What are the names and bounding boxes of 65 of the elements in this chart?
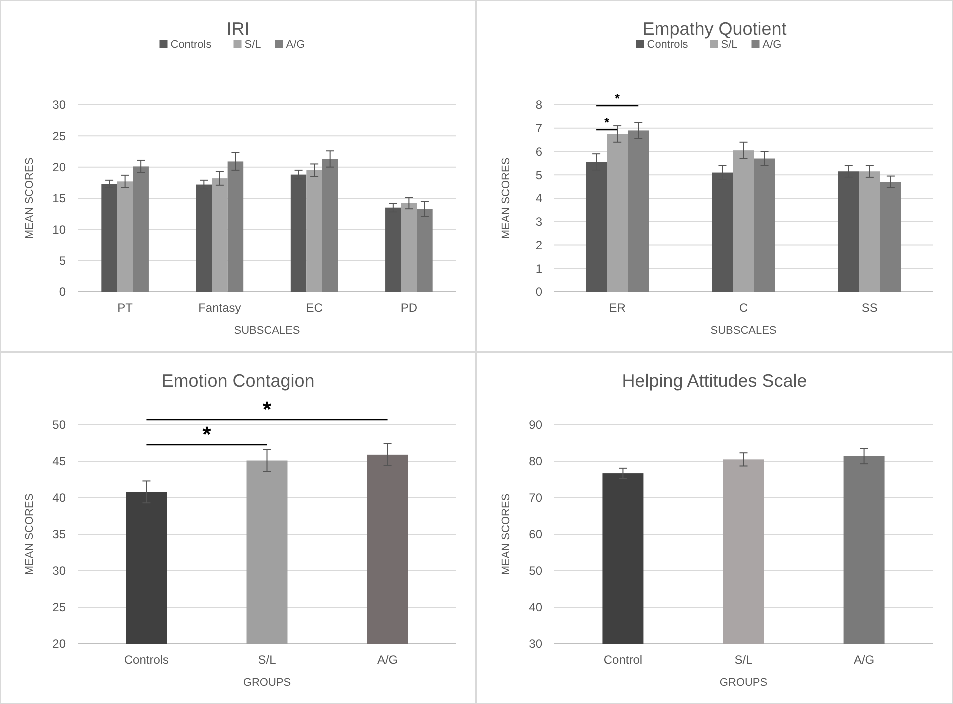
y-tick-label: 25: [52, 600, 66, 615]
x-axis-title: GROUPS: [243, 677, 292, 689]
y-tick-label: 60: [529, 528, 543, 542]
y-axis-title: MEAN SCORES: [24, 158, 36, 240]
y-tick-label: 20: [52, 637, 66, 652]
chart-title: IRI: [226, 19, 250, 39]
x-tick-label: Control: [604, 653, 643, 667]
x-tick-label: ER: [609, 301, 626, 315]
annotation: *: [202, 422, 212, 447]
y-axis-title: MEAN SCORES: [500, 494, 512, 576]
y-tick-label: 4: [536, 192, 543, 206]
chart-title: Helping Attitudes Scale: [622, 371, 808, 391]
annotation: *: [604, 115, 611, 130]
legend-label: A/G: [286, 39, 306, 51]
y-tick-label: 40: [529, 600, 543, 615]
y-tick-label: 2: [536, 238, 543, 252]
x-tick-label: SS: [862, 301, 878, 315]
chart-title: Empathy Quotient: [642, 19, 787, 39]
y-tick-label: 30: [52, 564, 66, 578]
x-tick-label: A/G: [854, 653, 875, 667]
y-axis-title: MEAN SCORES: [500, 158, 512, 240]
y-tick-label: 80: [529, 454, 543, 469]
y-tick-label: 35: [52, 528, 66, 542]
legend-label: S/L: [244, 39, 262, 51]
y-tick-label: 30: [52, 98, 66, 112]
y-tick-label: 7: [536, 122, 543, 136]
chart-title: Emotion Contagion: [162, 371, 315, 391]
y-tick-label: 1: [536, 262, 543, 276]
x-tick-label: A/G: [377, 653, 398, 667]
y-tick-label: 30: [529, 637, 543, 652]
legend-label: Controls: [170, 39, 212, 51]
y-tick-label: 5: [59, 254, 66, 268]
text: *: [262, 397, 272, 422]
y-tick-label: 10: [52, 222, 66, 237]
y-tick-label: 0: [536, 285, 543, 300]
x-tick-label: Controls: [124, 653, 170, 667]
legend-label: S/L: [721, 39, 738, 51]
x-axis-title: SUBSCALES: [710, 325, 777, 337]
y-tick-label: 90: [529, 418, 543, 432]
y-tick-label: 0: [59, 285, 66, 300]
x-tick-label: S/L: [734, 653, 754, 667]
x-tick-label: S/L: [258, 653, 277, 667]
y-tick-label: 8: [536, 98, 543, 112]
x-tick-label: C: [739, 301, 748, 315]
legend-label: Controls: [647, 39, 689, 51]
y-tick-label: 20: [52, 160, 66, 175]
x-tick-label: EC: [306, 301, 324, 315]
x-axis-title: GROUPS: [720, 677, 768, 689]
y-tick-label: 50: [52, 418, 66, 432]
y-tick-label: 40: [52, 491, 66, 506]
y-tick-label: 45: [52, 454, 66, 469]
y-tick-label: 50: [529, 564, 543, 578]
x-axis-title: SUBSCALES: [234, 325, 300, 337]
y-tick-label: 3: [536, 215, 543, 230]
y-tick-label: 25: [52, 129, 66, 144]
y-tick-label: 5: [536, 168, 543, 182]
legend-label: A/G: [762, 39, 782, 51]
y-tick-label: 6: [536, 144, 543, 159]
x-tick-label: Fantasy: [198, 301, 242, 315]
x-tick-label: PT: [118, 301, 134, 315]
x-tick-label: PD: [400, 301, 418, 315]
annotation: *: [615, 91, 622, 106]
y-tick-label: 15: [52, 192, 66, 206]
y-tick-label: 70: [529, 491, 543, 506]
y-axis-title: MEAN SCORES: [24, 494, 36, 576]
